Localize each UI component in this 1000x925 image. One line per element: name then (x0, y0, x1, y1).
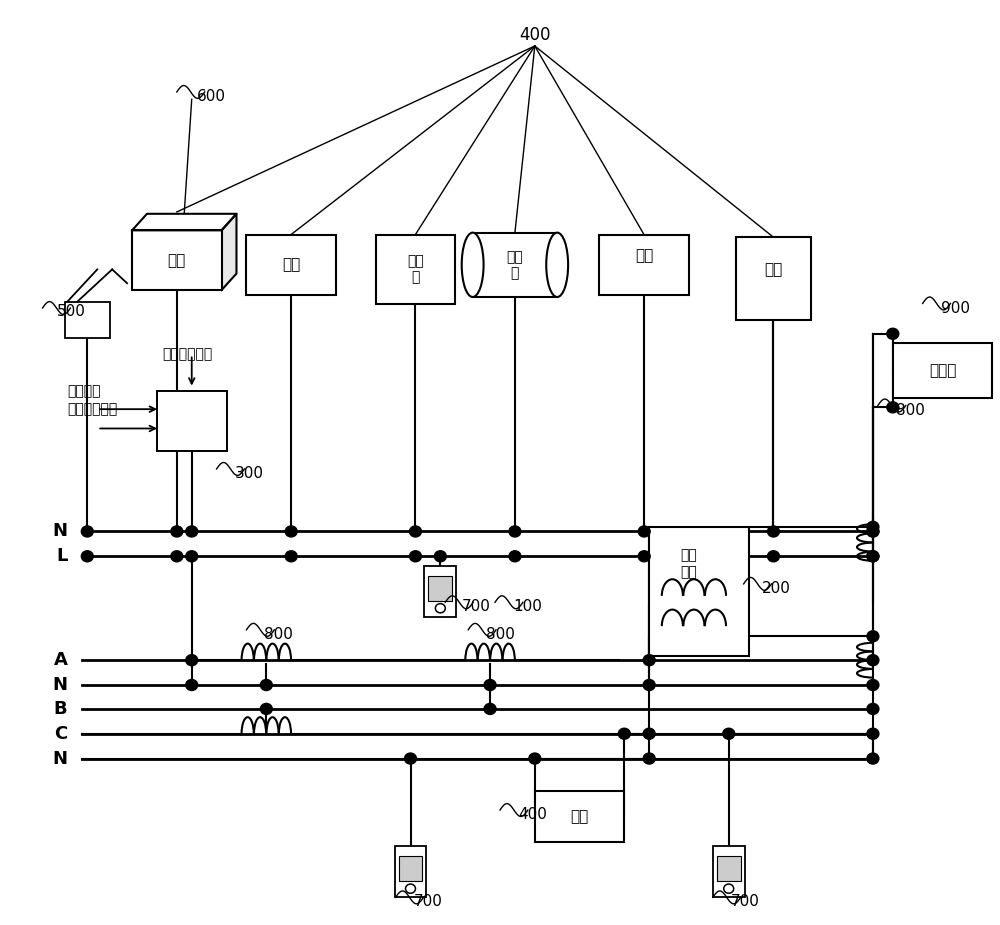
Circle shape (509, 550, 521, 561)
Circle shape (867, 728, 879, 739)
Bar (395, 846, 426, 897)
Circle shape (723, 728, 735, 739)
Text: 100: 100 (513, 599, 542, 614)
Circle shape (867, 522, 879, 533)
Circle shape (171, 526, 183, 537)
Bar (246, 235, 336, 295)
Bar (717, 856, 741, 882)
Circle shape (260, 680, 272, 691)
Circle shape (643, 655, 655, 666)
Text: 700: 700 (462, 599, 491, 614)
Text: 600: 600 (197, 89, 226, 104)
Circle shape (260, 703, 272, 714)
Text: 800: 800 (264, 627, 293, 642)
Circle shape (186, 526, 198, 537)
Text: 其他信号输入: 其他信号输入 (162, 347, 212, 361)
Bar (132, 230, 222, 290)
Circle shape (867, 526, 879, 537)
Text: 电视: 电视 (570, 809, 589, 824)
Bar (424, 566, 456, 616)
Circle shape (81, 550, 93, 561)
Circle shape (887, 328, 899, 339)
Text: 700: 700 (731, 894, 760, 909)
Text: 空气
开关: 空气 开关 (681, 549, 697, 579)
Bar (65, 302, 110, 339)
Circle shape (81, 526, 93, 537)
Circle shape (285, 550, 297, 561)
Text: 服务器: 服务器 (929, 363, 956, 378)
Circle shape (638, 526, 650, 537)
Text: 800: 800 (486, 627, 515, 642)
Text: 700: 700 (413, 894, 442, 909)
Polygon shape (222, 214, 236, 290)
Circle shape (867, 550, 879, 561)
Circle shape (186, 655, 198, 666)
Circle shape (171, 550, 183, 561)
Circle shape (768, 526, 779, 537)
Circle shape (410, 550, 421, 561)
Circle shape (643, 680, 655, 691)
Text: N: N (52, 676, 67, 694)
Circle shape (638, 550, 650, 561)
Circle shape (186, 680, 198, 691)
Ellipse shape (546, 233, 568, 297)
Bar (649, 527, 749, 656)
Circle shape (867, 655, 879, 666)
Circle shape (887, 401, 899, 413)
Text: 200: 200 (762, 581, 790, 596)
Circle shape (410, 526, 421, 537)
Text: 400: 400 (518, 808, 547, 822)
Ellipse shape (462, 233, 484, 297)
Circle shape (867, 680, 879, 691)
Text: 电视: 电视 (282, 257, 300, 272)
Text: 500: 500 (56, 304, 85, 319)
Circle shape (867, 703, 879, 714)
Text: B: B (54, 700, 67, 718)
Circle shape (285, 526, 297, 537)
Circle shape (867, 526, 879, 537)
Text: A: A (54, 651, 67, 669)
Circle shape (618, 728, 630, 739)
Circle shape (434, 550, 446, 561)
Text: 电脑: 电脑 (168, 253, 186, 267)
Circle shape (186, 550, 198, 561)
Text: C: C (54, 724, 67, 743)
Text: 900: 900 (941, 301, 970, 315)
Text: 热水
器: 热水 器 (507, 250, 523, 280)
Circle shape (529, 753, 541, 764)
Circle shape (484, 680, 496, 691)
Text: 400: 400 (519, 26, 551, 44)
Circle shape (643, 728, 655, 739)
Bar (399, 856, 422, 882)
Bar (599, 235, 689, 295)
Bar (428, 575, 452, 601)
Text: 冰箱: 冰箱 (764, 262, 783, 277)
Bar (157, 391, 227, 451)
Bar (893, 343, 992, 398)
Circle shape (643, 753, 655, 764)
Text: N: N (52, 523, 67, 540)
Text: N: N (52, 749, 67, 768)
Circle shape (484, 703, 496, 714)
Bar (713, 846, 745, 897)
Bar (535, 791, 624, 842)
Text: 洗衣
机: 洗衣 机 (407, 254, 424, 285)
Circle shape (867, 631, 879, 642)
Text: L: L (56, 548, 67, 565)
Circle shape (509, 526, 521, 537)
Circle shape (405, 753, 416, 764)
Circle shape (867, 753, 879, 764)
Bar (736, 237, 811, 320)
Text: 网络信号: 网络信号 (67, 384, 101, 398)
Circle shape (768, 550, 779, 561)
Bar (376, 235, 455, 304)
Text: 有线电视信号: 有线电视信号 (67, 402, 118, 416)
Text: 800: 800 (896, 402, 925, 417)
Text: 300: 300 (234, 466, 263, 481)
Bar (473, 233, 557, 297)
Circle shape (867, 550, 879, 561)
Text: 空调: 空调 (635, 248, 653, 263)
